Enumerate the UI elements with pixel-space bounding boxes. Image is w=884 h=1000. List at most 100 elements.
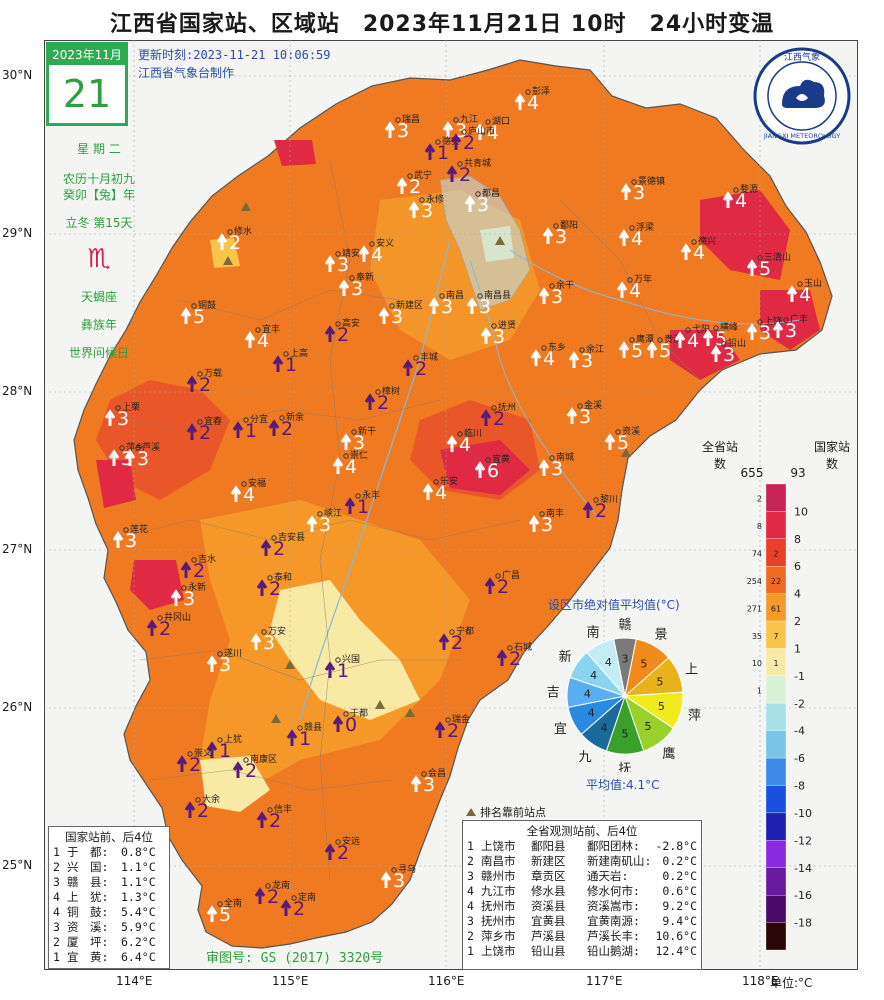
ganzhi-year: 癸卯【兔】年 [62,188,135,202]
station-抚州: 2抚州 [480,401,516,430]
wind-arrow-icon [324,843,336,860]
station-dot [657,337,663,343]
station-value: 3 [551,286,563,308]
row-rank: 4 [53,890,60,904]
station-value: 5 [759,258,771,280]
legend-count-left: 8 [757,522,762,531]
station-dot [283,351,289,357]
station-dot [317,511,323,517]
legend-tick-label: 8 [794,533,801,546]
station-永丰: 1永丰 [344,489,380,518]
update-time: 更新时刻:2023-11-21 10:06:59 [138,48,331,62]
station-name: 宜丰 [262,323,280,335]
legend-tick-label: 6 [794,560,801,573]
station-上栗: 3上栗 [104,402,140,430]
pie-slice-city: 宜 [554,722,567,737]
station-黎川: 2黎川 [582,493,618,522]
station-value: 3 [423,774,435,796]
all-station-row: 4 抚州市 资溪县 资溪嵩市: 9.2°C [463,899,701,914]
station-dot [445,717,451,723]
wind-arrow-icon [186,423,198,440]
station-name: 吉安县 [278,531,305,543]
wind-arrow-icon [450,133,462,150]
station-value: 3 [421,200,433,222]
row-rank: 2 [53,860,60,874]
station-value: 3 [263,632,275,654]
station-dot [457,431,463,437]
station-弋阳: 4弋阳 [674,323,710,352]
wind-arrow-icon [428,297,440,314]
lon-label: 116°E [428,974,465,988]
row-name: 厦 坪: [67,935,109,949]
wind-arrow-icon [538,459,550,476]
contour-red [274,140,316,166]
lat-label: 30°N [2,68,33,82]
row-name: 赣 县: [67,875,109,889]
station-value: 4 [435,482,447,504]
wind-arrow-icon [618,229,630,246]
row-name: 于 都: [67,845,109,859]
wind-arrow-icon [338,279,350,296]
station-万载: 2万载 [186,367,222,396]
row-station: 铅山鹅湖: [587,944,640,958]
wind-arrow-icon [616,281,628,298]
row-name: 宜 黄: [67,950,109,964]
station-name: 万安 [268,625,286,637]
station-name: 临川 [464,427,482,439]
station-value: 4 [687,330,699,352]
pie-slice-value: 5 [658,700,665,713]
station-dot [713,325,719,331]
row-city: 南昌市 [481,854,516,868]
row-value: 0.2°C [662,869,697,883]
station-铜鼓: 5铜鼓 [180,299,216,328]
station-dot [391,867,397,873]
wind-arrow-icon [108,449,120,466]
station-鄱阳: 3鄱阳 [542,220,578,248]
station-name: 铅山 [728,337,746,349]
station-value: 2 [281,418,293,440]
station-value: 4 [459,434,471,456]
row-station: 通天岩: [587,869,629,883]
date-box: 2023年11月 21 [46,42,128,126]
station-value: 3 [759,322,771,344]
row-county: 铅山县 [531,944,566,958]
legend-count-right: 61 [771,604,781,613]
maker: 江西省气象台制作 [138,66,235,80]
station-value: 3 [581,350,593,372]
wind-arrow-icon [422,483,434,500]
legend-tick-label: -4 [794,725,805,738]
station-全南: 5全南 [206,897,242,926]
legend-count-left: 10 [752,659,762,668]
solar-term: 立冬 第15天 [65,216,133,230]
wind-arrow-icon [582,501,594,518]
legend-tick-label: 1 [794,642,801,655]
pie-slice-city: 上 [685,662,698,677]
lat-label: 26°N [2,700,33,714]
station-dot [343,453,349,459]
station-靖安: 3靖安 [324,247,360,276]
pie-slice [586,638,626,698]
station-dot [407,173,413,179]
station-value: 3 [579,406,591,428]
station-武宁: 2武宁 [396,169,432,198]
row-rank: 2 [467,929,474,943]
station-安福: 4安福 [230,477,266,506]
near-station-marker [621,448,631,457]
wind-arrow-icon [176,755,188,772]
legend-count-left: 35 [752,632,762,641]
station-name: 彭泽 [532,85,550,97]
station-name: 赣县 [304,721,322,733]
all-station-row: 2 南昌市 新建区 新建南矶山: 0.2°C [463,854,701,869]
row-city: 抚州市 [481,899,516,913]
row-city: 九江市 [481,884,516,898]
station-value: 3 [723,344,735,366]
pie-slice-value: 5 [644,720,651,733]
row-value: 1.3°C [121,890,156,904]
station-value: 2 [199,374,211,396]
wind-arrow-icon [674,331,686,348]
wind-arrow-icon [446,435,458,452]
wind-arrow-icon [112,531,124,548]
station-dot [491,323,497,329]
